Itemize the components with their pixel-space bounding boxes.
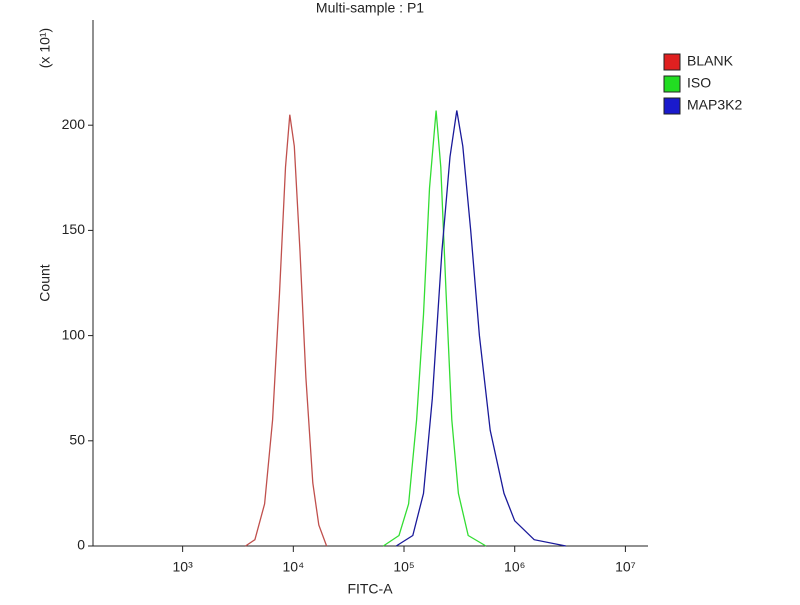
legend-label: BLANK <box>687 53 734 69</box>
series-line <box>395 110 567 547</box>
y-tick-label: 0 <box>77 537 85 553</box>
y-axis-label: Count <box>37 264 53 301</box>
x-tick-label: 10⁴ <box>283 559 305 575</box>
x-tick-label: 10⁵ <box>393 559 414 575</box>
chart-title: Multi-sample : P1 <box>316 0 424 16</box>
x-tick-label: 10⁶ <box>504 559 525 575</box>
series-line <box>382 110 487 547</box>
y-tick-label: 200 <box>62 116 86 132</box>
x-tick-label: 10⁷ <box>615 559 636 575</box>
y-tick-label: 50 <box>69 432 85 448</box>
legend-swatch <box>663 53 681 71</box>
legend-label: MAP3K2 <box>687 97 742 113</box>
legend-swatch <box>663 75 681 93</box>
legend-swatch <box>663 97 681 115</box>
x-axis-label: FITC-A <box>347 581 393 597</box>
y-unit-label: (x 10¹) <box>37 28 53 68</box>
y-tick-label: 100 <box>62 326 86 342</box>
x-tick-label: 10³ <box>173 559 194 575</box>
y-tick-label: 150 <box>62 221 86 237</box>
legend-label: ISO <box>687 75 711 91</box>
series-line <box>245 114 328 547</box>
